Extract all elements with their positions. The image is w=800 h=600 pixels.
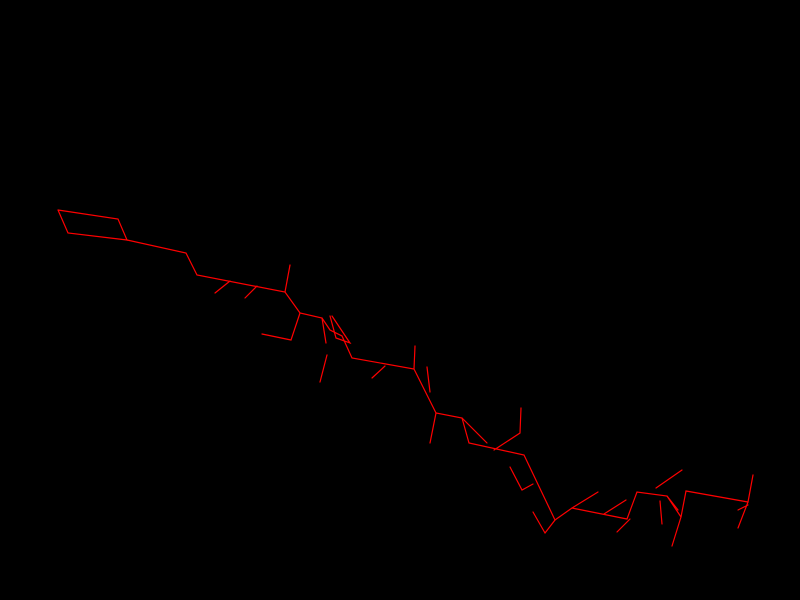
- wire-branch-segment: [532, 511, 546, 534]
- wire-branch-segment: [261, 312, 301, 341]
- wire-branch-segment: [284, 264, 291, 293]
- wire-branch-segment: [321, 317, 327, 344]
- wire-branch-segment: [371, 365, 386, 379]
- wire-branch-segment: [319, 354, 328, 383]
- wire-branch-segment: [737, 504, 749, 511]
- wire-branch-segment: [616, 518, 631, 533]
- wire-branch-segment: [244, 285, 258, 299]
- wire-branch-segment: [426, 366, 431, 393]
- wire-parallelogram: [57, 209, 128, 241]
- wire-branch-segment: [659, 500, 663, 525]
- wire-backbone-segment: [126, 239, 556, 534]
- wire-branch-segment: [509, 466, 534, 491]
- wire-branch-segment: [655, 469, 683, 489]
- wire-branch-segment: [461, 417, 488, 444]
- wire-branch-segment: [329, 315, 352, 345]
- wire-branch-segment: [493, 407, 522, 451]
- wire-branch-segment: [571, 491, 599, 509]
- wire-branch-segment: [413, 345, 416, 370]
- wire-branch-segment: [214, 280, 231, 294]
- wire-branch-segment: [429, 412, 437, 444]
- wire-branch-segment: [666, 495, 679, 511]
- wire-backbone-segment: [680, 474, 754, 518]
- wire-branch-segment: [603, 499, 627, 515]
